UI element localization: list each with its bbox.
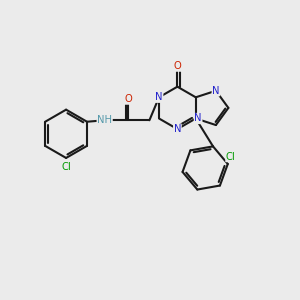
Text: O: O xyxy=(124,94,132,104)
Text: N: N xyxy=(194,113,202,124)
Text: Cl: Cl xyxy=(61,162,71,172)
Text: N: N xyxy=(212,86,220,96)
Text: NH: NH xyxy=(97,115,112,125)
Text: N: N xyxy=(174,124,181,134)
Text: O: O xyxy=(173,61,181,71)
Text: Cl: Cl xyxy=(226,152,236,162)
Text: N: N xyxy=(155,92,163,102)
